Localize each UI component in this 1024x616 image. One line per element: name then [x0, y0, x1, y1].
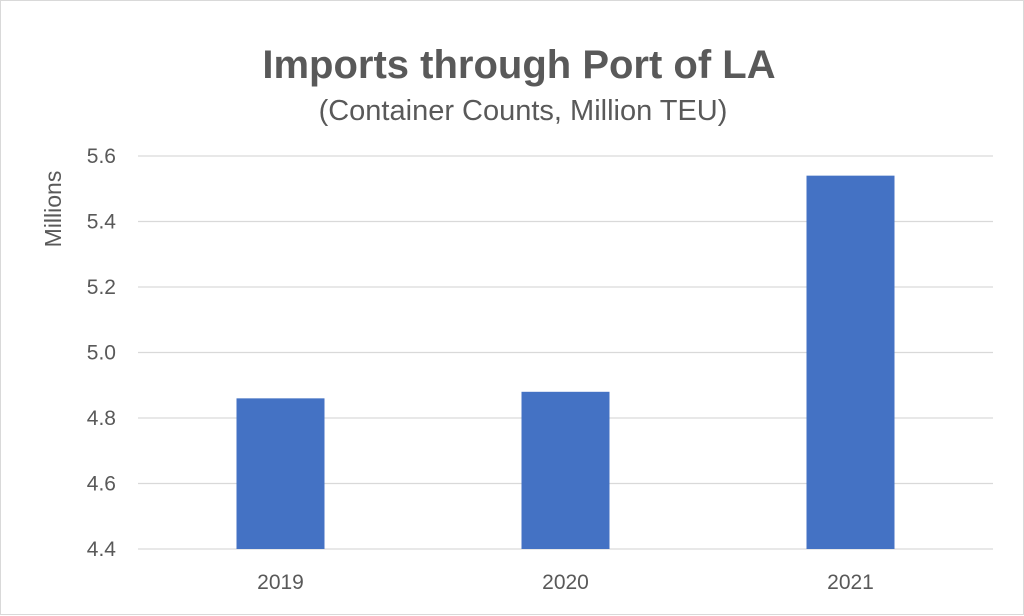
- bar-2019: [236, 398, 325, 549]
- chart-subtitle: (Container Counts, Million TEU): [319, 95, 728, 127]
- bar-2020: [521, 391, 610, 549]
- chart-title: Imports through Port of LA: [262, 43, 775, 87]
- x-tick-labels: 2019 2020 2021: [257, 571, 874, 594]
- x-tick-label: 2019: [257, 571, 304, 594]
- y-tick-labels: 4.4 4.6 4.8 5.0 5.2 5.4 5.6: [87, 145, 117, 561]
- y-tick-label: 5.6: [87, 145, 116, 168]
- y-tick-label: 5.4: [87, 211, 117, 234]
- y-tick-label: 4.4: [87, 538, 117, 561]
- bar-2021: [806, 175, 895, 549]
- y-tick-label: 4.6: [87, 473, 116, 496]
- y-tick-label: 5.0: [87, 342, 116, 365]
- y-axis-label: Millions: [40, 171, 66, 248]
- y-tick-label: 5.2: [87, 276, 116, 299]
- x-tick-label: 2020: [542, 571, 589, 594]
- x-tick-label: 2021: [827, 571, 874, 594]
- bars: [236, 175, 895, 549]
- y-tick-label: 4.8: [87, 407, 116, 430]
